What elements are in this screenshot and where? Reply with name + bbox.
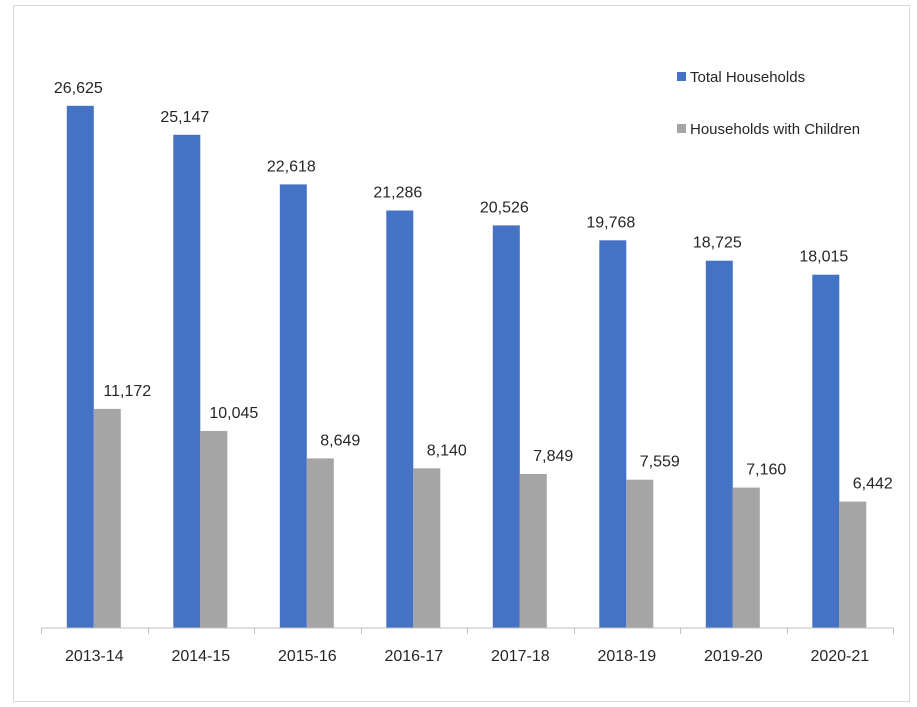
x-tick-label: 2018-19 xyxy=(597,648,656,665)
chart-frame xyxy=(13,5,910,702)
bar-total-households xyxy=(386,210,414,628)
x-tick-label: 2015-16 xyxy=(278,648,337,665)
data-label: 21,286 xyxy=(373,185,422,202)
data-label: 19,768 xyxy=(586,214,635,231)
legend-label: Total Households xyxy=(690,69,805,86)
bar-households-with-children xyxy=(200,431,228,628)
x-tick-label: 2013-14 xyxy=(65,648,124,665)
bar-households-with-children xyxy=(413,468,441,628)
bar-total-households xyxy=(173,134,201,629)
bars-layer xyxy=(66,105,867,629)
bar-households-with-children xyxy=(519,474,547,628)
bar-households-with-children xyxy=(839,501,867,628)
bar-total-households xyxy=(812,274,840,628)
bar-total-households xyxy=(705,260,733,628)
x-tick-label: 2017-18 xyxy=(491,648,550,665)
bar-households-with-children xyxy=(732,487,760,628)
bar-total-households xyxy=(492,225,520,628)
legend-label: Households with Children xyxy=(690,121,860,138)
x-tick-labels: 2013-14 2014-15 2015-16 2016-17 2017-18 2018-… xyxy=(65,648,869,665)
data-label: 11,172 xyxy=(103,383,151,400)
bar-households-with-children xyxy=(306,458,334,628)
data-label: 10,045 xyxy=(209,405,258,422)
x-tick-marks xyxy=(41,628,894,634)
data-label: 20,526 xyxy=(480,199,529,216)
legend-swatch-households-with-children xyxy=(677,124,686,133)
x-tick-label: 2020-21 xyxy=(810,648,869,665)
legend-swatch-total-households xyxy=(677,72,686,81)
data-label: 18,015 xyxy=(799,249,848,266)
data-label: 8,140 xyxy=(427,442,467,459)
bar-households-with-children xyxy=(93,408,121,628)
data-label: 7,849 xyxy=(533,448,573,465)
data-label: 8,649 xyxy=(320,432,360,449)
data-label: 6,442 xyxy=(853,476,893,493)
data-label: 25,147 xyxy=(160,109,209,126)
x-tick-label: 2016-17 xyxy=(384,648,443,665)
data-label: 22,618 xyxy=(267,158,316,175)
data-label: 18,725 xyxy=(693,235,742,252)
x-tick-label: 2014-15 xyxy=(171,648,230,665)
bar-total-households xyxy=(279,184,307,628)
bar-total-households xyxy=(66,105,94,629)
legend: Total Households Households with Children xyxy=(677,69,860,138)
data-labels-layer: 26,625 11,172 25,147 10,045 22,618 8,649 21,28… xyxy=(54,80,893,493)
data-label: 7,559 xyxy=(640,454,680,471)
data-label: 7,160 xyxy=(746,462,786,479)
data-label: 26,625 xyxy=(54,80,103,97)
bar-total-households xyxy=(599,240,627,629)
bar-households-with-children xyxy=(626,479,654,628)
x-tick-label: 2019-20 xyxy=(704,648,763,665)
